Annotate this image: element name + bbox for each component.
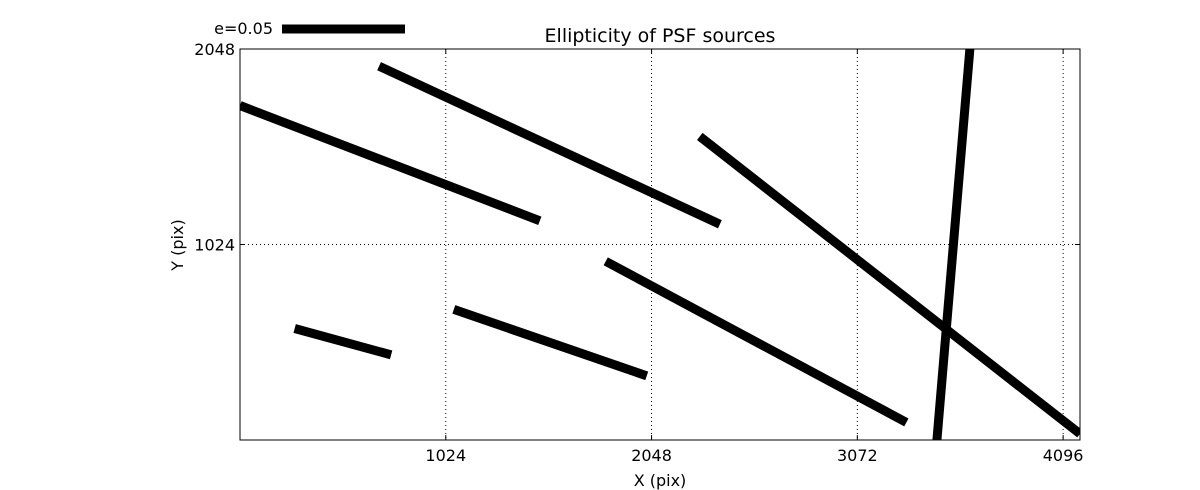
ellipticity-segment — [452, 305, 649, 381]
y-tick-label: 1024 — [194, 236, 235, 255]
legend: e=0.05 — [214, 19, 405, 38]
ellipticity-segment — [240, 101, 542, 226]
legend-label: e=0.05 — [214, 19, 273, 38]
y-axis-label: Y (pix) — [168, 219, 187, 271]
x-tick-label: 4096 — [1043, 446, 1084, 465]
x-axis-label: X (pix) — [634, 471, 687, 490]
ellipticity-segment — [603, 257, 909, 427]
ellipticity-segments — [240, 49, 1080, 440]
ellipticity-segment — [293, 324, 393, 360]
ellipticity-segment — [377, 62, 722, 229]
x-tick-label: 3072 — [837, 446, 878, 465]
x-tick-label: 1024 — [425, 446, 466, 465]
chart-title: Ellipticity of PSF sources — [545, 25, 776, 47]
axis-ticks: 1024 2048 3072 4096 1024 2048 — [194, 40, 1083, 465]
ellipticity-segment — [932, 49, 975, 440]
ellipticity-segment — [697, 132, 1080, 438]
x-tick-label: 2048 — [631, 446, 672, 465]
y-tick-label: 2048 — [194, 40, 235, 59]
